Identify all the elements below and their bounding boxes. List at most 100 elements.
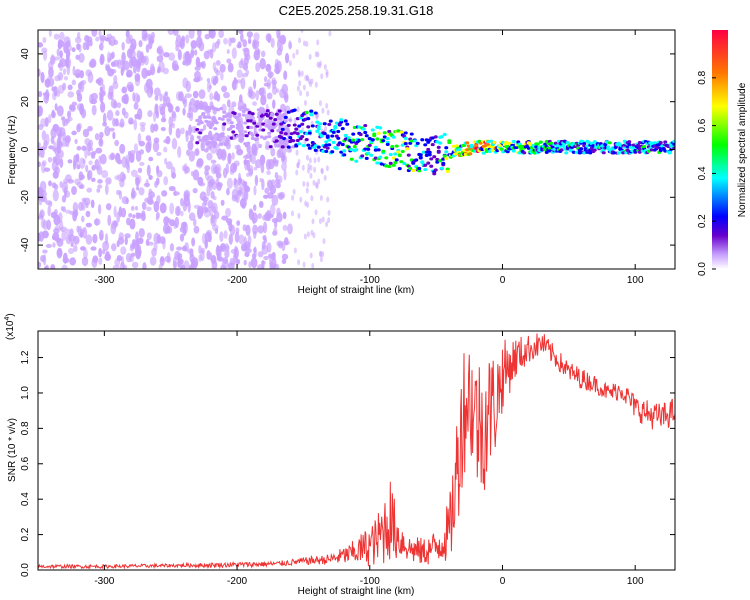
heatmap-noise-cell xyxy=(48,30,52,37)
heatmap-noise-cell xyxy=(116,102,122,109)
spectrogram-x-tick-label: -100 xyxy=(360,275,380,286)
spectrogram-x-axis-label: Height of straight line (km) xyxy=(298,285,415,296)
heatmap-signal-cell xyxy=(334,121,339,125)
heatmap-noise-cell xyxy=(188,150,196,162)
heatmap-noise-cell xyxy=(69,104,73,111)
snr-series-line xyxy=(38,333,675,570)
heatmap-noise-cell xyxy=(303,233,307,240)
heatmap-signal-cell xyxy=(663,140,668,144)
heatmap-noise-cell xyxy=(95,36,100,42)
heatmap-signal-cell xyxy=(511,149,516,153)
heatmap-signal-cell xyxy=(291,139,296,143)
heatmap-noise-cell xyxy=(215,245,221,257)
heatmap-signal-cell xyxy=(216,108,221,112)
heatmap-signal-cell xyxy=(235,123,240,127)
heatmap-signal-cell xyxy=(307,131,312,135)
heatmap-noise-cell xyxy=(316,39,320,46)
heatmap-noise-cell xyxy=(297,212,301,219)
heatmap-noise-cell xyxy=(49,55,56,66)
heatmap-noise-cell xyxy=(280,36,286,45)
heatmap-noise-cell xyxy=(59,57,67,68)
heatmap-signal-cell xyxy=(283,115,288,120)
heatmap-noise-cell xyxy=(137,132,142,145)
heatmap-noise-cell xyxy=(99,94,103,102)
heatmap-signal-cell xyxy=(486,139,491,144)
heatmap-noise-cell xyxy=(166,252,171,262)
heatmap-noise-cell xyxy=(96,188,101,193)
heatmap-noise-cell xyxy=(225,218,233,224)
heatmap-noise-cell xyxy=(219,231,224,243)
heatmap-noise-cell xyxy=(38,161,41,168)
heatmap-noise-cell xyxy=(159,49,165,58)
heatmap-signal-cell xyxy=(267,125,272,130)
heatmap-noise-cell xyxy=(276,175,283,184)
heatmap-noise-cell xyxy=(135,212,140,220)
heatmap-noise-cell xyxy=(297,259,301,266)
heatmap-noise-cell xyxy=(148,39,153,50)
colorbar-tick-label: 0.8 xyxy=(697,70,708,84)
heatmap-noise-cell xyxy=(80,246,86,251)
heatmap-noise-cell xyxy=(175,34,182,44)
heatmap-signal-cell xyxy=(358,132,363,137)
heatmap-noise-cell xyxy=(300,30,304,34)
heatmap-noise-cell xyxy=(257,251,264,258)
heatmap-signal-cell xyxy=(586,140,591,144)
heatmap-noise-cell xyxy=(89,146,94,152)
heatmap-signal-cell xyxy=(582,151,587,155)
heatmap-signal-cell xyxy=(435,157,440,162)
heatmap-noise-cell xyxy=(172,64,180,72)
heatmap-noise-cell xyxy=(253,79,257,90)
heatmap-noise-cell xyxy=(133,102,139,110)
heatmap-signal-cell xyxy=(445,169,450,173)
heatmap-noise-cell xyxy=(99,53,105,65)
heatmap-signal-cell xyxy=(592,148,597,152)
heatmap-noise-cell xyxy=(105,177,112,185)
heatmap-noise-cell xyxy=(228,233,233,245)
heatmap-noise-cell xyxy=(310,229,314,236)
spectrogram-y-tick-label: -40 xyxy=(20,237,31,252)
heatmap-noise-cell xyxy=(85,39,90,51)
heatmap-noise-cell xyxy=(107,57,112,62)
heatmap-noise-cell xyxy=(167,30,175,36)
heatmap-noise-cell xyxy=(206,229,212,237)
heatmap-signal-cell xyxy=(246,125,251,129)
heatmap-signal-cell xyxy=(612,151,617,155)
heatmap-signal-cell xyxy=(289,132,294,136)
heatmap-signal-cell xyxy=(298,116,303,120)
heatmap-signal-cell xyxy=(286,110,291,114)
heatmap-signal-cell xyxy=(255,137,260,141)
heatmap-signal-cell xyxy=(256,115,261,119)
heatmap-noise-cell xyxy=(118,122,125,128)
heatmap-noise-cell xyxy=(121,86,128,94)
heatmap-noise-cell xyxy=(306,167,310,174)
heatmap-noise-cell xyxy=(193,218,197,227)
heatmap-noise-cell xyxy=(229,224,236,236)
heatmap-noise-cell xyxy=(326,196,330,203)
heatmap-noise-cell xyxy=(207,181,214,188)
heatmap-noise-cell xyxy=(293,117,297,124)
heatmap-noise-cell xyxy=(289,42,293,49)
heatmap-noise-cell xyxy=(186,248,194,254)
heatmap-signal-cell xyxy=(298,130,303,134)
heatmap-noise-cell xyxy=(110,222,117,235)
heatmap-noise-cell xyxy=(169,202,175,215)
heatmap-signal-cell xyxy=(198,131,203,135)
heatmap-noise-cell xyxy=(98,247,103,258)
heatmap-noise-cell xyxy=(305,187,309,194)
heatmap-signal-cell xyxy=(213,141,218,145)
heatmap-noise-cell xyxy=(145,178,149,188)
heatmap-noise-cell xyxy=(132,64,137,74)
heatmap-noise-cell xyxy=(245,224,251,236)
heatmap-noise-cell xyxy=(238,30,244,35)
heatmap-signal-cell xyxy=(217,117,222,121)
heatmap-signal-cell xyxy=(376,131,381,135)
heatmap-signal-cell xyxy=(244,144,249,148)
heatmap-noise-cell xyxy=(187,107,194,119)
heatmap-noise-cell xyxy=(63,42,69,54)
heatmap-noise-cell xyxy=(159,106,166,116)
heatmap-noise-cell xyxy=(193,225,200,234)
heatmap-noise-cell xyxy=(163,216,170,226)
heatmap-noise-cell xyxy=(215,148,220,156)
heatmap-signal-cell xyxy=(417,166,422,171)
heatmap-noise-cell xyxy=(246,172,250,177)
